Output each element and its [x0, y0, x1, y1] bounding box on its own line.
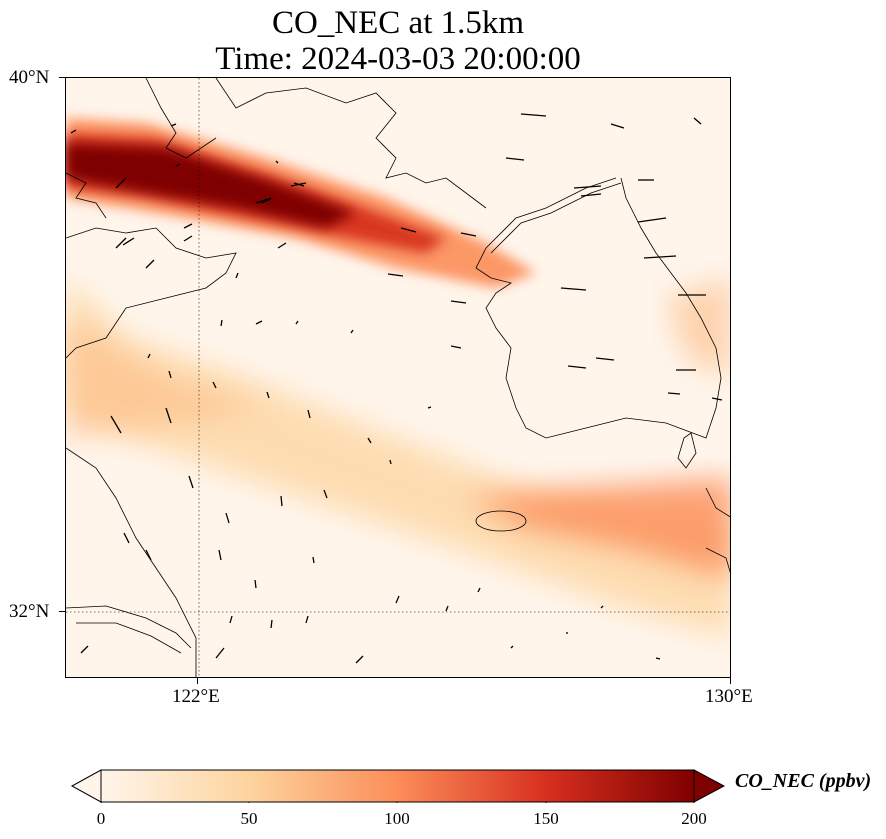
lon-label-130e: 130°E	[705, 686, 753, 707]
colorbar-tick-200: 200	[681, 809, 707, 828]
lat-tick-40	[59, 77, 65, 78]
gridlines	[66, 78, 730, 677]
lat-label-40n: 40°N	[9, 67, 50, 88]
map-subtitle-time: Time: 2024-03-03 20:00:00	[215, 41, 581, 77]
colorbar-tick-0: 0	[96, 809, 106, 828]
lat-tick-32	[59, 611, 65, 612]
lon-tick-122	[197, 678, 198, 684]
map-canvas	[66, 78, 730, 677]
colorbar-tick-150: 150	[533, 809, 559, 828]
lat-label-32n: 32°N	[9, 601, 50, 622]
map-panel	[65, 77, 731, 678]
colorbar-tick-50: 50	[240, 809, 258, 828]
colorbar-label: CO_NEC (ppbv)	[735, 770, 872, 792]
concentration-field	[66, 78, 730, 677]
colorbar	[70, 769, 726, 803]
colorbar-tick-100: 100	[384, 809, 410, 828]
coastlines	[66, 78, 730, 677]
lon-label-122e: 122°E	[172, 686, 220, 707]
wind-vectors	[70, 113, 723, 664]
map-title: CO_NEC at 1.5km	[271, 5, 525, 41]
lon-tick-130	[730, 678, 731, 684]
